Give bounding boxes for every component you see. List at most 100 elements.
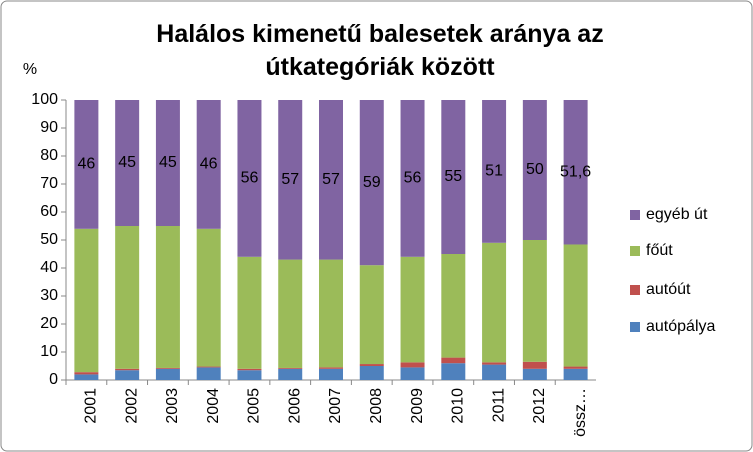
bar-segment bbox=[482, 362, 507, 365]
y-tick-label: 20 bbox=[40, 315, 58, 332]
legend-label: autóút bbox=[646, 281, 691, 298]
x-tick-label: 2007 bbox=[327, 388, 344, 424]
data-label: 45 bbox=[118, 154, 136, 171]
y-tick-label: 10 bbox=[40, 343, 58, 360]
y-tick-label: 70 bbox=[40, 175, 58, 192]
bar-segment bbox=[441, 100, 466, 254]
data-label: 55 bbox=[444, 168, 462, 185]
x-tick-label: 2009 bbox=[409, 388, 426, 424]
x-tick-label: 2004 bbox=[205, 388, 222, 424]
bar-segment bbox=[522, 240, 547, 362]
bar-segment bbox=[359, 366, 384, 380]
bar-segment bbox=[319, 367, 343, 369]
y-tick-label: 90 bbox=[40, 119, 58, 136]
bar-segment bbox=[563, 100, 588, 245]
bar-segment bbox=[400, 367, 425, 380]
bar-segment bbox=[74, 372, 99, 375]
bar-segment bbox=[482, 242, 507, 363]
bar-segment bbox=[441, 254, 466, 358]
bar-segment bbox=[155, 367, 180, 369]
y-axis-label: % bbox=[23, 61, 37, 78]
data-label: 56 bbox=[404, 170, 422, 187]
bar-segment bbox=[196, 366, 221, 368]
legend-swatch bbox=[630, 210, 640, 220]
bar-segment bbox=[522, 361, 547, 369]
data-label: 57 bbox=[281, 171, 299, 188]
legend-swatch bbox=[630, 322, 640, 332]
y-tick-label: 50 bbox=[40, 231, 58, 248]
x-tick-label: 2005 bbox=[246, 388, 263, 424]
y-tick-label: 0 bbox=[49, 371, 58, 388]
x-tick-label: 2010 bbox=[450, 388, 467, 424]
bar-segment bbox=[155, 368, 180, 380]
bar-segment bbox=[563, 366, 588, 369]
legend-label: autópálya bbox=[646, 318, 715, 335]
bar-segment bbox=[237, 368, 262, 371]
bar-segment bbox=[359, 364, 384, 366]
legend-label: főút bbox=[646, 242, 673, 259]
bar-segment bbox=[563, 244, 588, 367]
bar-segment bbox=[74, 374, 99, 380]
y-tick-label: 80 bbox=[40, 147, 58, 164]
x-tick-label: 2012 bbox=[531, 388, 548, 424]
data-label: 59 bbox=[363, 174, 381, 191]
bar-segment bbox=[237, 370, 262, 380]
bar-segment bbox=[237, 256, 262, 369]
data-label: 51 bbox=[485, 163, 503, 180]
bar-segment bbox=[155, 226, 180, 368]
bar-segment bbox=[482, 100, 507, 243]
bar-segment bbox=[319, 259, 343, 368]
bar-segment bbox=[237, 100, 262, 257]
x-tick-label: 2011 bbox=[490, 388, 507, 423]
bar-segment bbox=[278, 100, 303, 260]
bar-segment bbox=[563, 368, 588, 380]
bar-segment bbox=[482, 364, 507, 380]
y-tick-label: 30 bbox=[40, 287, 58, 304]
bar-segment bbox=[441, 363, 466, 380]
bar-segment bbox=[359, 265, 384, 365]
legend-label: egyéb út bbox=[646, 206, 708, 223]
x-tick-label: 2008 bbox=[368, 388, 385, 424]
bar-segment bbox=[319, 100, 343, 260]
bar-segment bbox=[196, 367, 221, 380]
bar-segment bbox=[115, 100, 140, 226]
bar-segment bbox=[196, 100, 221, 229]
bar-segment bbox=[115, 368, 140, 371]
data-label: 51,6 bbox=[560, 163, 591, 180]
bar-segment bbox=[74, 100, 99, 229]
bar-segment bbox=[74, 228, 99, 373]
x-tick-label: 2003 bbox=[164, 388, 181, 424]
bar-segment bbox=[522, 368, 547, 380]
x-tick-label: 2002 bbox=[123, 388, 140, 424]
bar-segment bbox=[115, 226, 140, 369]
x-tick-label: 2001 bbox=[83, 388, 100, 424]
y-tick-label: 60 bbox=[40, 203, 58, 220]
data-label: 57 bbox=[322, 171, 340, 188]
bar-segment bbox=[319, 368, 343, 380]
data-label: 46 bbox=[200, 156, 218, 173]
bar-segment bbox=[278, 259, 303, 368]
x-tick-label: össz… bbox=[572, 388, 589, 437]
bar-segment bbox=[400, 362, 425, 368]
x-tick-label: 2006 bbox=[286, 388, 303, 424]
y-tick-label: 100 bbox=[31, 91, 58, 108]
bar-segment bbox=[441, 357, 466, 364]
y-tick-label: 40 bbox=[40, 259, 58, 276]
bar-segment bbox=[278, 367, 303, 369]
bar-segment bbox=[115, 370, 140, 380]
legend-swatch bbox=[630, 285, 640, 295]
legend-swatch bbox=[630, 246, 640, 256]
bar-segment bbox=[400, 100, 425, 257]
data-label: 46 bbox=[77, 156, 95, 173]
bar-segment bbox=[522, 100, 547, 240]
bar-segment bbox=[278, 368, 303, 380]
bar-segment bbox=[155, 100, 180, 226]
data-label: 45 bbox=[159, 154, 177, 171]
data-label: 50 bbox=[526, 161, 544, 178]
data-label: 56 bbox=[241, 170, 259, 187]
bar-segment bbox=[196, 228, 221, 367]
bar-segment bbox=[400, 256, 425, 363]
chart-title: Halálos kimenetű balesetek aránya az útk… bbox=[156, 20, 604, 81]
